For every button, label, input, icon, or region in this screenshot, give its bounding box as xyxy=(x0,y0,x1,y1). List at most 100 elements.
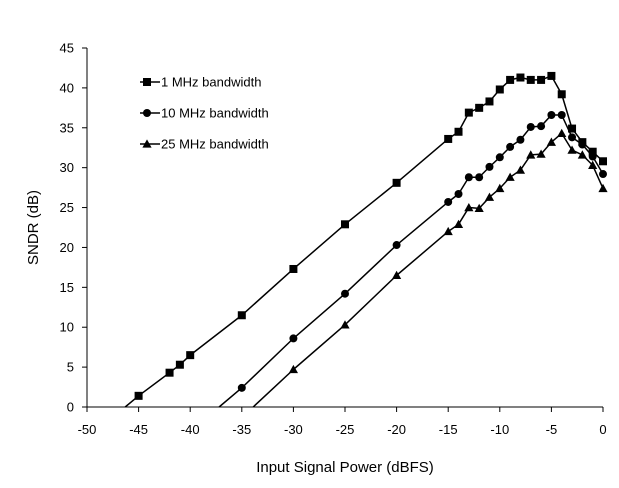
triangle-point xyxy=(484,192,495,201)
circle-point xyxy=(289,334,298,343)
circle-point xyxy=(568,133,577,142)
legend-item: 10 MHz bandwidth xyxy=(140,106,269,121)
y-tick-label: 0 xyxy=(67,400,74,415)
legend-circle-marker xyxy=(143,109,151,117)
x-tick-label: -30 xyxy=(284,422,303,437)
legend: 1 MHz bandwidth 10 MHz bandwidth 25 MHz ba… xyxy=(140,75,269,152)
legend-item: 1 MHz bandwidth xyxy=(140,75,261,90)
x-tick-label: -45 xyxy=(129,422,148,437)
legend-label: 10 MHz bandwidth xyxy=(161,106,269,121)
axes-group: -50 -45 -40 -35 -30 -25 -20 -15 -10 -5 0 051015202… xyxy=(60,41,607,438)
triangle-point xyxy=(505,172,515,181)
triangle-point xyxy=(557,128,567,138)
triangle-point xyxy=(453,219,464,228)
circle-point xyxy=(444,197,453,206)
square-point xyxy=(599,157,607,166)
square-point xyxy=(454,127,463,136)
square-point xyxy=(186,351,195,360)
square-point xyxy=(341,220,349,229)
y-tick-label: 25 xyxy=(60,200,74,215)
circle-point xyxy=(464,173,473,182)
square-point xyxy=(289,264,298,273)
x-tick-label: -5 xyxy=(546,422,558,437)
square-point xyxy=(475,103,484,112)
triangle-point xyxy=(515,165,526,174)
x-tick-label: -50 xyxy=(78,422,97,437)
circle-point xyxy=(485,162,494,171)
circle-point xyxy=(454,189,463,198)
triangle-point xyxy=(598,183,608,193)
square-point xyxy=(165,368,174,377)
circle-point xyxy=(516,135,525,144)
legend-label: 25 MHz bandwidth xyxy=(161,137,269,152)
triangle-point xyxy=(546,137,556,146)
x-tick-label: -15 xyxy=(439,422,458,437)
x-tick-label: -35 xyxy=(232,422,251,437)
triangle-point xyxy=(495,183,505,193)
triangle-point xyxy=(526,150,536,159)
legend-item: 25 MHz bandwidth xyxy=(140,137,269,152)
square-point xyxy=(516,73,525,82)
x-tick-label: -40 xyxy=(181,422,200,437)
y-ticks-group: 0 5 10 15 20 25 30 35 40 45 xyxy=(60,41,87,415)
y-tick-label: 15 xyxy=(60,280,74,295)
x-ticks-group: -50 -45 -40 -35 -30 -25 -20 -15 -10 -5 0 xyxy=(78,407,607,437)
legend-square-marker xyxy=(143,78,151,86)
circle-point xyxy=(341,289,349,298)
circle-point xyxy=(578,140,587,149)
y-tick-label: 20 xyxy=(60,240,74,255)
square-point xyxy=(392,178,401,187)
x-axis-title: Input Signal Power (dBFS) xyxy=(256,459,434,476)
square-point xyxy=(537,75,546,84)
triangle-point xyxy=(536,149,546,158)
triangle-point xyxy=(464,202,474,212)
triangle-point xyxy=(340,320,350,329)
circle-point xyxy=(506,142,515,151)
circle-point xyxy=(599,170,607,179)
x-tick-label: -10 xyxy=(490,422,509,437)
triangle-point xyxy=(443,226,453,236)
triangle-point xyxy=(577,150,587,159)
square-point xyxy=(506,75,515,84)
circle-point xyxy=(557,111,566,120)
square-point xyxy=(588,147,597,156)
circle-point xyxy=(547,111,556,120)
circle-point xyxy=(495,153,504,162)
circle-point xyxy=(475,173,484,182)
y-tick-label: 45 xyxy=(60,41,74,56)
series-1 xyxy=(124,71,607,408)
circle-point xyxy=(588,152,597,161)
legend-label: 1 MHz bandwidth xyxy=(161,75,261,90)
square-point xyxy=(495,85,504,94)
square-point xyxy=(444,134,453,143)
circle-series-line xyxy=(218,114,604,408)
y-tick-label: 35 xyxy=(60,120,74,135)
circle-point xyxy=(537,122,546,131)
triangle-point xyxy=(392,270,402,280)
triangle-point xyxy=(588,160,598,169)
x-tick-label: -20 xyxy=(387,422,406,437)
circle-point xyxy=(392,241,401,250)
x-tick-label: -25 xyxy=(336,422,355,437)
y-axis-title: SNDR (dB) xyxy=(25,190,42,265)
triangle-series-line xyxy=(252,132,604,408)
triangle-point xyxy=(567,145,577,154)
square-point xyxy=(175,360,184,369)
y-tick-label: 40 xyxy=(60,80,74,95)
square-point xyxy=(526,75,535,84)
square-point xyxy=(134,391,143,400)
square-point xyxy=(464,108,473,117)
series-3 xyxy=(252,128,608,408)
x-tick-label: 0 xyxy=(599,422,606,437)
y-tick-label: 10 xyxy=(60,320,74,335)
triangle-point xyxy=(288,364,298,374)
square-point xyxy=(557,90,566,99)
y-tick-label: 30 xyxy=(60,160,74,175)
square-point xyxy=(568,124,577,133)
square-point xyxy=(237,311,246,320)
legend-triangle-marker xyxy=(142,139,152,148)
y-tick-label: 5 xyxy=(67,360,74,375)
triangle-point xyxy=(474,203,484,213)
